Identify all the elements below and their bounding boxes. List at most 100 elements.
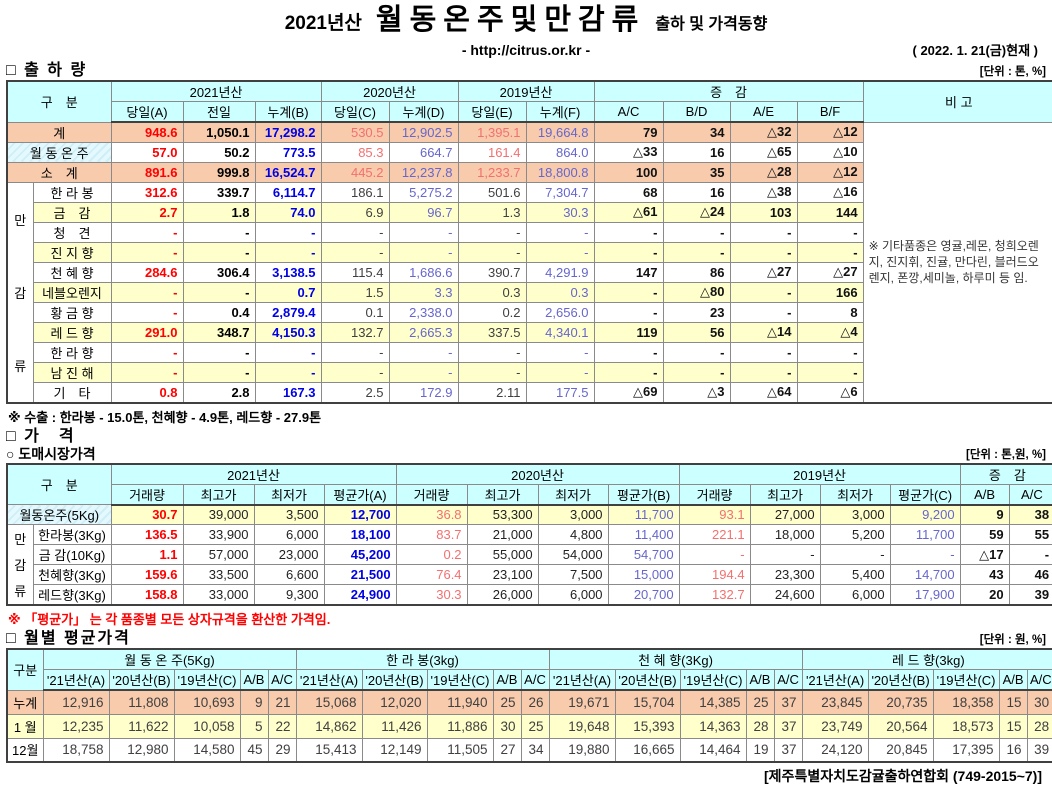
table-cell: 0.3 bbox=[525, 281, 595, 303]
table-cell: - bbox=[388, 361, 459, 383]
table-row: 남 진 해----------- bbox=[7, 361, 1052, 383]
table-cell: 23,100 bbox=[466, 564, 539, 585]
table-cell: 16 bbox=[662, 181, 731, 203]
table-cell: △27 bbox=[796, 261, 864, 283]
header-col: A/B bbox=[959, 483, 1010, 506]
table-cell: 57,000 bbox=[182, 544, 255, 565]
table-cell: 15,704 bbox=[614, 689, 681, 715]
table-cell: 20,735 bbox=[867, 689, 934, 715]
table-cell: 68 bbox=[593, 181, 664, 203]
table-cell: 54,000 bbox=[537, 544, 609, 565]
table-cell: 55 bbox=[1008, 524, 1052, 545]
table-cell: 0.3 bbox=[457, 281, 527, 303]
table-cell: 39 bbox=[1026, 737, 1052, 763]
table-cell: 12,916 bbox=[42, 689, 110, 715]
table-cell: 25 bbox=[745, 689, 775, 715]
row-label: 금 감(10Kg) bbox=[32, 544, 112, 565]
table-cell: - bbox=[678, 544, 751, 565]
table-cell: - bbox=[729, 341, 798, 363]
table-cell: 27 bbox=[492, 737, 522, 763]
table-cell: - bbox=[254, 241, 322, 263]
table-cell: 6,000 bbox=[253, 524, 325, 545]
table-cell: 74.0 bbox=[254, 201, 322, 223]
table-row: 한 라 향----------- bbox=[7, 341, 1052, 363]
table-cell: 23,000 bbox=[253, 544, 325, 565]
table-cell: 158.8 bbox=[110, 584, 184, 606]
table-cell: 6,114.7 bbox=[254, 181, 322, 203]
table-cell: 23 bbox=[662, 301, 731, 323]
header-col: A/C bbox=[520, 669, 550, 691]
header-col: A/C bbox=[1008, 483, 1052, 506]
table-cell: - bbox=[320, 341, 390, 363]
table-cell: 9,300 bbox=[253, 584, 325, 606]
table-cell: 34 bbox=[520, 737, 550, 763]
table-cell: 2.7 bbox=[110, 201, 184, 223]
table-cell: 3,138.5 bbox=[254, 261, 322, 283]
row-label: 계 bbox=[6, 121, 112, 143]
section-heading-shipment: □ 출 하 량 bbox=[6, 62, 88, 79]
table-cell: 773.5 bbox=[254, 141, 322, 163]
table-cell: 0.7 bbox=[254, 281, 322, 303]
table-cell: - bbox=[525, 341, 595, 363]
table-header-row: 거래량 최고가 최저가 평균가(A) 거래량 최고가 최저가 평균가(B) 거래… bbox=[7, 483, 1052, 506]
header-group-change: 증 감 bbox=[959, 463, 1052, 485]
table-cell: - bbox=[110, 341, 184, 363]
table-cell: 33,000 bbox=[182, 584, 255, 606]
table-cell: 28 bbox=[1026, 713, 1052, 739]
table-cell: 115.4 bbox=[320, 261, 390, 283]
header-col: 평균가(B) bbox=[607, 483, 680, 506]
title-main: 월동온주및만감류 bbox=[375, 4, 646, 36]
subsection-heading-wholesale: ○ 도매시장가격 bbox=[6, 445, 96, 462]
table-cell: 14,862 bbox=[295, 713, 363, 739]
row-label: 남 진 해 bbox=[32, 361, 112, 383]
row-label: 금 감 bbox=[32, 201, 112, 223]
table-cell: - bbox=[796, 361, 864, 383]
header-col: A/C bbox=[773, 669, 803, 691]
table-cell: 20 bbox=[959, 584, 1010, 606]
header-group-change: 증 감 bbox=[593, 80, 864, 102]
title-tail: 출하 및 가격동향 bbox=[655, 16, 768, 33]
table-row: 레 드 향 291.0 348.7 4,150.3 132.7 2,665.3 337.5 4… bbox=[7, 321, 1052, 343]
table-cell: 18,800.8 bbox=[525, 161, 595, 183]
header-col: 누계(D) bbox=[388, 101, 459, 123]
table-cell: 9 bbox=[239, 689, 269, 715]
table-cell: - bbox=[889, 544, 961, 565]
table-cell: - bbox=[457, 221, 527, 243]
table-cell: 23,300 bbox=[749, 564, 821, 585]
table-cell: 54,700 bbox=[607, 544, 680, 565]
table-row: 소 계 891.6 999.8 16,524.7 445.2 12,237.8 1,233.… bbox=[6, 161, 1052, 183]
table-header-row: '21년산(A) '20년산(B) '19년산(C) A/B A/C '21년산… bbox=[7, 669, 1052, 691]
table-cell: 19,648 bbox=[548, 713, 616, 739]
table-cell: 45,200 bbox=[323, 544, 397, 565]
table-cell: 5,275.2 bbox=[388, 181, 459, 203]
table-cell: 14,385 bbox=[679, 689, 747, 715]
table-cell: - bbox=[593, 361, 664, 383]
table-cell: 24,900 bbox=[323, 584, 397, 606]
table-cell: 10,058 bbox=[173, 713, 241, 739]
section-heading-price: □ 가 격 bbox=[6, 427, 76, 445]
table-cell: 30 bbox=[1026, 689, 1052, 715]
table-cell: 1.3 bbox=[457, 201, 527, 223]
table-cell: - bbox=[729, 361, 798, 383]
header-col: A/B bbox=[239, 669, 269, 691]
table-cell: 132.7 bbox=[320, 321, 390, 343]
table-cell: 19,671 bbox=[548, 689, 616, 715]
table-cell: 33,500 bbox=[182, 564, 255, 585]
header-col: A/E bbox=[729, 101, 798, 123]
table-cell: - bbox=[796, 341, 864, 363]
table-cell: 7,304.7 bbox=[525, 181, 595, 203]
table-cell: 6,000 bbox=[819, 584, 891, 606]
table-cell: △80 bbox=[662, 281, 731, 303]
table-cell: 30.3 bbox=[525, 201, 595, 223]
table-cell: - bbox=[662, 241, 731, 263]
table-cell: 172.9 bbox=[388, 381, 459, 403]
table-cell: 25 bbox=[520, 713, 550, 739]
table-cell: - bbox=[1008, 544, 1052, 565]
table-cell: 14,700 bbox=[889, 564, 961, 585]
table-cell: - bbox=[110, 301, 184, 323]
table-cell: 306.4 bbox=[182, 261, 256, 283]
table-cell: - bbox=[254, 341, 322, 363]
site-url: - http://citrus.or.kr - bbox=[461, 42, 591, 58]
